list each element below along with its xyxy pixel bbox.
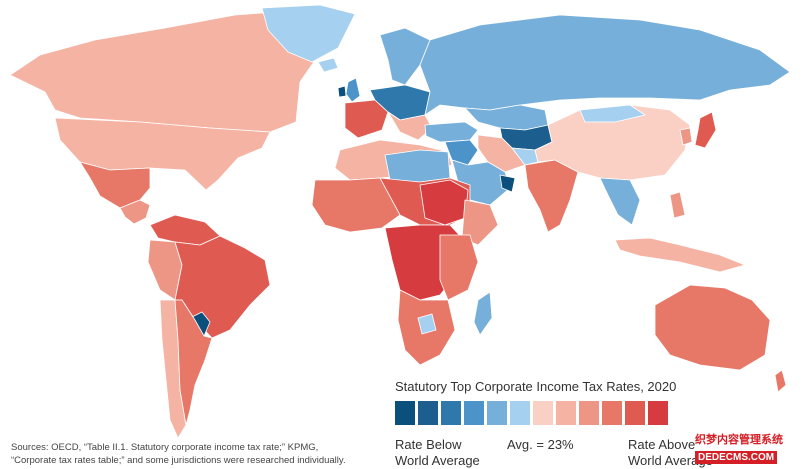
legend-label-below-line1: Rate Below [395,437,462,452]
region-mongolia [579,104,646,123]
legend-swatch-9 [579,401,599,425]
region-canada [9,9,336,133]
region-korea [679,127,693,146]
legend-title: Statutory Top Corporate Income Tax Rates… [395,379,677,394]
legend-label-above-line1: Rate Above [628,437,696,452]
legend-swatch-4 [464,401,484,425]
legend-swatch-11 [625,401,645,425]
region-scandinavia [379,27,431,86]
region-australia [654,284,771,371]
legend-swatch-12 [648,401,668,425]
legend-color-scale [395,401,668,425]
sources-note: Sources: OECD, “Table II.1. Statutory co… [11,441,346,467]
watermark-en: DEDECMS.COM [695,451,778,464]
legend-average: Avg. = 23% [507,437,574,452]
region-madagascar [473,291,493,336]
region-libya-egypt [384,149,451,183]
region-new-zealand [774,369,787,393]
region-japan [694,111,717,149]
legend-swatch-8 [556,401,576,425]
legend-label-below: Rate Below World Average [395,437,480,469]
legend-swatch-3 [441,401,461,425]
watermark: 织梦内容管理系统 DEDECMS.COM [695,433,799,464]
region-iceland [317,57,339,73]
legend-swatch-6 [510,401,530,425]
region-turkey [424,121,479,143]
watermark-cn: 织梦内容管理系统 [695,434,783,446]
legend-swatch-2 [418,401,438,425]
region-russia [419,14,791,116]
sources-line-1: Sources: OECD, “Table II.1. Statutory co… [11,442,319,453]
sources-line-2: “Corporate tax rates table;” and some ju… [11,455,346,466]
legend-swatch-10 [602,401,622,425]
legend-label-above: Rate Above World Average [628,437,713,469]
region-uk [345,77,361,103]
region-uae-oman [499,174,516,193]
region-zambia [417,313,437,335]
region-india [524,159,579,233]
legend-label-below-line2: World Average [395,453,480,468]
region-iraq-syria [444,139,479,166]
legend-swatch-5 [487,401,507,425]
region-ireland [337,85,347,98]
region-southeast-asia [599,177,641,226]
region-east-africa [439,234,479,301]
region-philippines [669,191,686,219]
legend-swatch-7 [533,401,553,425]
region-kazakhstan [464,104,549,131]
region-greenland [261,4,356,63]
region-horn-of-africa [461,199,499,246]
region-argentina [174,299,213,426]
region-indonesia [614,237,746,273]
region-central-america [119,199,151,225]
region-west-africa [311,177,401,233]
region-sudan [419,179,469,226]
legend-swatch-1 [395,401,415,425]
legend-label-above-line2: World Average [628,453,713,468]
